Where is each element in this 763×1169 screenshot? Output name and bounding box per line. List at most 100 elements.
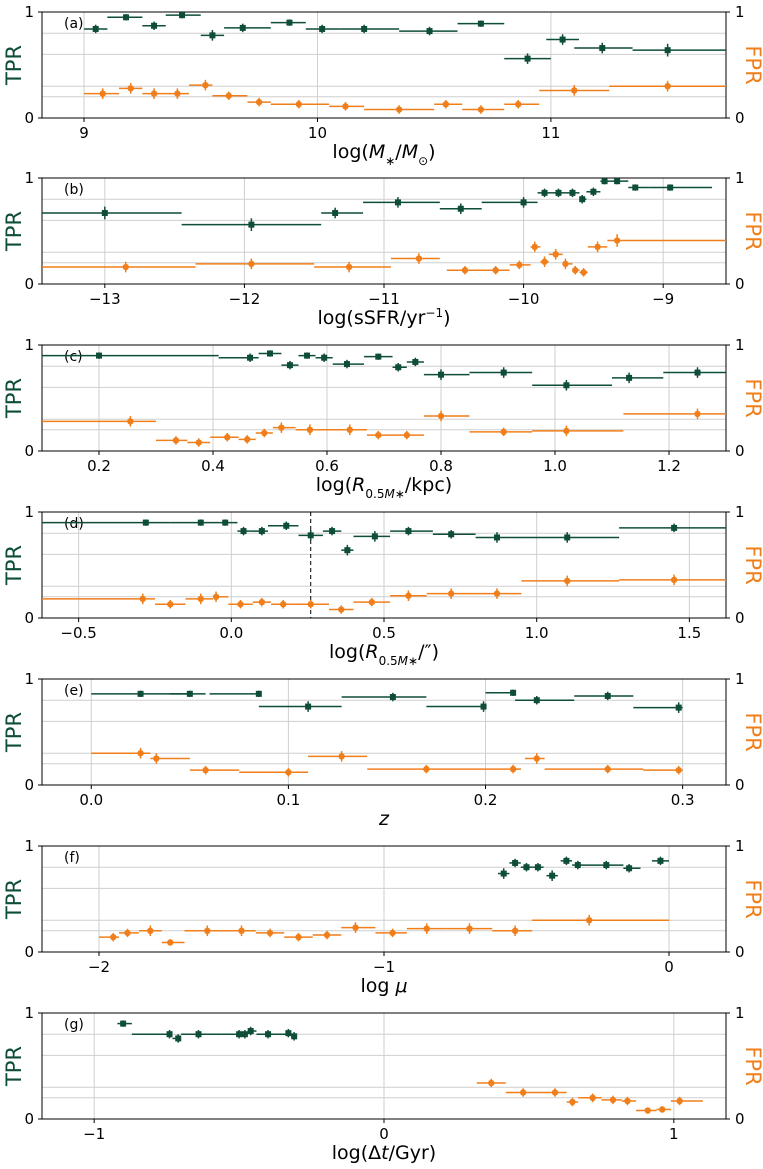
y-tick-label-left: 1 bbox=[24, 336, 34, 354]
fpr-point bbox=[307, 601, 314, 608]
fpr-point bbox=[167, 601, 174, 608]
tpr-point bbox=[438, 371, 444, 378]
panel-label: (c) bbox=[64, 349, 83, 365]
fpr-point bbox=[515, 101, 522, 108]
tpr-point bbox=[667, 184, 674, 191]
fpr-point bbox=[139, 595, 146, 603]
x-axis-label: log(Δt/Gyr) bbox=[332, 1142, 436, 1164]
fpr-point bbox=[511, 927, 519, 934]
tpr-point bbox=[457, 205, 464, 212]
tpr-point bbox=[265, 1031, 272, 1038]
fpr-point bbox=[488, 1079, 495, 1087]
fpr-point bbox=[122, 263, 129, 271]
fpr-point bbox=[323, 931, 331, 939]
tpr-point bbox=[285, 1030, 292, 1037]
tpr-point bbox=[563, 382, 570, 389]
y-tick-label-left: 0 bbox=[24, 609, 34, 627]
tpr-point bbox=[549, 872, 556, 879]
tpr-point bbox=[236, 1031, 243, 1038]
y-axis-label-tpr: TPR bbox=[2, 211, 26, 252]
tpr-point bbox=[291, 1033, 298, 1040]
fpr-point bbox=[127, 418, 134, 425]
tpr-point bbox=[241, 1031, 248, 1038]
fpr-point bbox=[493, 590, 501, 597]
tpr-point bbox=[541, 189, 548, 196]
y-axis-label-tpr: TPR bbox=[2, 45, 26, 86]
fpr-point bbox=[589, 1094, 596, 1102]
tpr-point bbox=[247, 354, 254, 361]
panel-e: 0.0 0.1 0.2 0.3 0 1 0 1 TPR FPR z (e) bbox=[2, 670, 763, 830]
x-tick-label: 9 bbox=[79, 124, 89, 142]
tpr-point bbox=[569, 189, 576, 196]
x-tick-label: 1.5 bbox=[677, 624, 701, 642]
y-tick-label-left: 0 bbox=[24, 275, 34, 293]
fpr-point bbox=[675, 766, 682, 774]
fpr-point bbox=[562, 260, 569, 268]
tpr-point bbox=[524, 55, 531, 62]
y-tick-label-right: 0 bbox=[735, 109, 745, 127]
x-tick-label: 0.6 bbox=[315, 457, 339, 475]
y-axis-label-tpr: TPR bbox=[2, 378, 26, 419]
x-tick-label: 0.3 bbox=[671, 791, 695, 809]
y-tick-label-left: 0 bbox=[24, 776, 34, 794]
fpr-point bbox=[571, 87, 578, 94]
tpr-point bbox=[599, 45, 606, 52]
tpr-point bbox=[590, 188, 597, 195]
tpr-point bbox=[394, 199, 401, 206]
fpr-point bbox=[613, 237, 621, 244]
x-tick-label: 0 bbox=[379, 1125, 389, 1143]
y-axis-label-fpr: FPR bbox=[741, 545, 763, 584]
fpr-point bbox=[248, 260, 255, 268]
fpr-point bbox=[437, 412, 445, 420]
fpr-point bbox=[500, 428, 507, 436]
fpr-point bbox=[147, 927, 154, 934]
x-tick-label: −1 bbox=[83, 1125, 105, 1143]
tpr-point bbox=[694, 369, 701, 376]
fpr-point bbox=[552, 251, 559, 258]
fpr-point bbox=[127, 85, 134, 92]
y-tick-label-left: 1 bbox=[24, 670, 34, 688]
fpr-point bbox=[202, 81, 209, 89]
fpr-point bbox=[346, 426, 353, 433]
x-tick-label: 0.4 bbox=[201, 457, 225, 475]
fpr-point bbox=[580, 269, 587, 276]
tpr-point bbox=[512, 859, 519, 866]
y-tick-label-left: 1 bbox=[24, 1004, 34, 1022]
tpr-point bbox=[614, 178, 621, 185]
y-tick-label-left: 0 bbox=[24, 943, 34, 961]
y-tick-label-left: 0 bbox=[24, 442, 34, 460]
panel-label: (g) bbox=[64, 1017, 84, 1033]
tpr-point bbox=[375, 353, 382, 360]
tpr-point bbox=[448, 531, 455, 538]
y-tick-label-left: 0 bbox=[24, 1110, 34, 1128]
y-axis-label-fpr: FPR bbox=[741, 211, 763, 250]
panel-label: (b) bbox=[64, 182, 84, 198]
tpr-point bbox=[500, 369, 507, 376]
fpr-point bbox=[306, 426, 314, 433]
x-tick-label: 0.2 bbox=[474, 791, 498, 809]
fpr-point bbox=[280, 601, 287, 608]
fpr-point bbox=[447, 590, 455, 597]
y-axis-label-fpr: FPR bbox=[741, 45, 763, 84]
fpr-point bbox=[345, 263, 353, 271]
fpr-point bbox=[137, 750, 144, 757]
tpr-point bbox=[632, 184, 639, 191]
x-tick-label: 10 bbox=[308, 124, 327, 142]
x-tick-label: 1.2 bbox=[657, 457, 681, 475]
fpr-point bbox=[423, 765, 430, 773]
x-tick-label: 11 bbox=[541, 124, 560, 142]
x-tick-label: −0.5 bbox=[60, 624, 96, 642]
fpr-point bbox=[694, 410, 701, 418]
tpr-point bbox=[520, 199, 527, 206]
fpr-point bbox=[110, 933, 117, 941]
tpr-point bbox=[304, 352, 311, 359]
tpr-point bbox=[371, 533, 378, 540]
tpr-point bbox=[329, 528, 336, 535]
x-tick-label: 0.0 bbox=[79, 791, 103, 809]
fpr-point bbox=[659, 1106, 666, 1113]
tpr-point bbox=[209, 32, 216, 39]
fpr-point bbox=[466, 925, 473, 932]
tpr-point bbox=[604, 692, 611, 699]
